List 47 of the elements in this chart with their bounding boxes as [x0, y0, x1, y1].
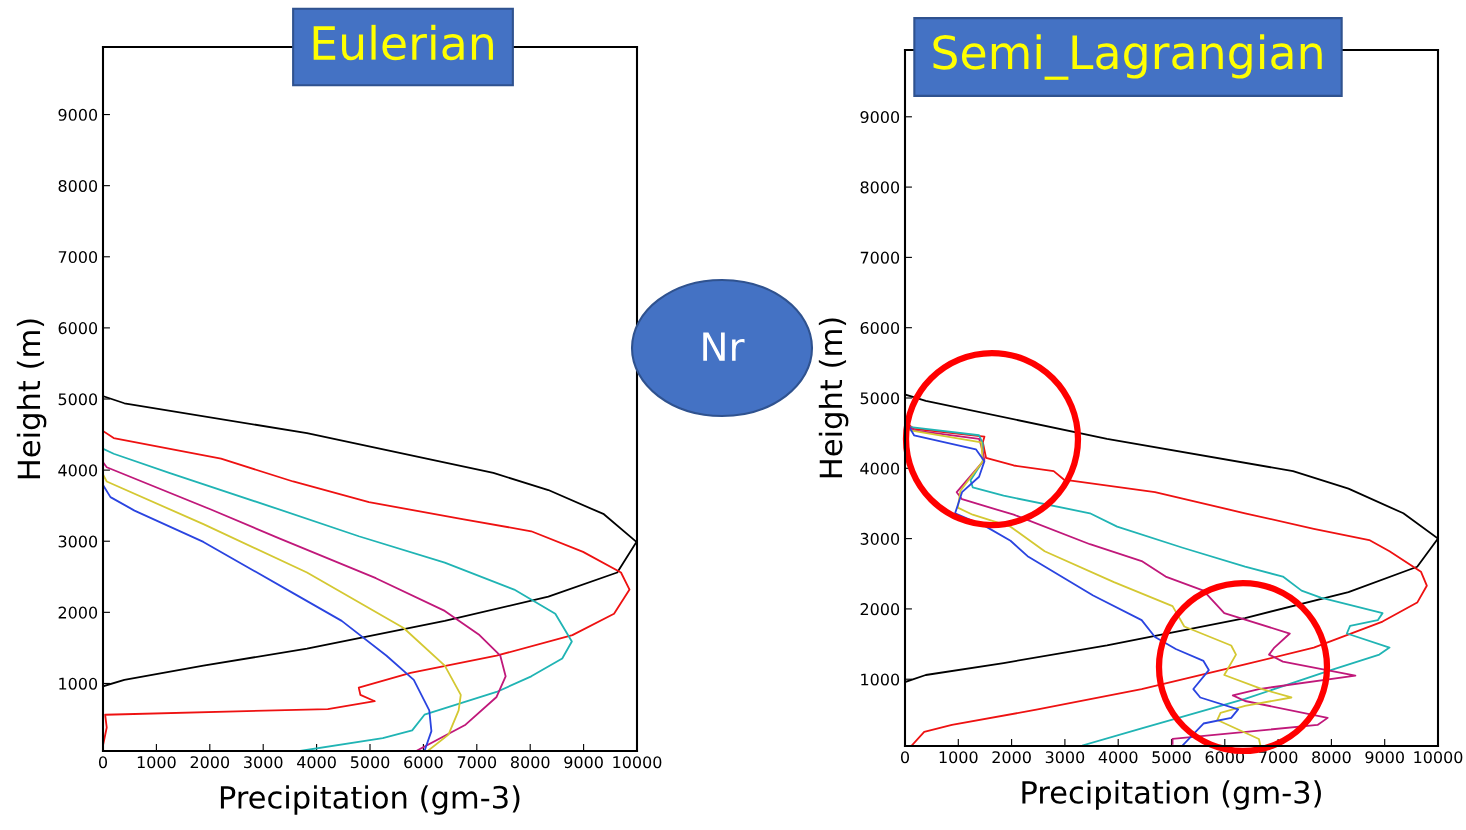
y-tick-label: 1000 — [861, 673, 900, 686]
y-tick-label: 2000 — [860, 603, 900, 616]
x-tick-label: 5000 — [350, 756, 390, 769]
y-axis-title: Height (m) — [16, 319, 47, 479]
y-tick-label: 5000 — [860, 392, 900, 405]
x-tick-label: 8000 — [510, 756, 550, 769]
x-tick-label: 0 — [900, 751, 910, 764]
y-axis-title: Height (m) — [818, 318, 849, 478]
x-axis-title: Precipitation (gm-3) — [220, 785, 520, 815]
x-tick-label: 1000 — [137, 756, 176, 769]
x-tick-label: 3000 — [1045, 751, 1085, 764]
x-tick-label: 8000 — [1312, 751, 1351, 764]
line-series — [103, 447, 573, 751]
y-tick-label: 6000 — [860, 321, 900, 334]
y-tick-label: 3000 — [58, 535, 98, 548]
y-tick-label: 5000 — [58, 393, 98, 406]
y-tick-label: 8000 — [860, 181, 900, 194]
y-tick-label: 2000 — [58, 606, 98, 619]
y-tick-label: 1000 — [59, 677, 98, 690]
x-tick-label: 4000 — [297, 756, 336, 769]
x-tick-label: 10000 — [1414, 751, 1463, 764]
chart-title: Eulerian — [313, 24, 493, 61]
x-tick-label: 7000 — [1259, 751, 1298, 764]
y-tick-label: 9000 — [860, 111, 900, 124]
x-tick-label: 6000 — [404, 756, 443, 769]
x-tick-label: 7000 — [457, 756, 497, 769]
y-tick-label: 8000 — [58, 179, 98, 192]
x-tick-label: 9000 — [564, 756, 603, 769]
y-tick-label: 3000 — [860, 532, 900, 545]
y-tick-label: 4000 — [58, 464, 98, 477]
x-tick-label: 4000 — [1098, 751, 1138, 764]
x-tick-label: 2000 — [992, 751, 1031, 764]
x-tick-label: 2000 — [190, 756, 230, 769]
x-tick-label: 10000 — [613, 756, 662, 769]
text: Nr — [703, 332, 745, 361]
y-tick-label: 4000 — [860, 462, 900, 475]
chart-title: Semi_Lagrangian — [933, 34, 1322, 80]
x-tick-label: 0 — [98, 756, 108, 769]
y-tick-label: 7000 — [860, 251, 900, 264]
x-tick-label: 1000 — [939, 751, 978, 764]
x-axis-title: Precipitation (gm-3) — [1022, 780, 1321, 810]
x-tick-label: 9000 — [1365, 751, 1404, 764]
y-tick-label: 9000 — [58, 108, 98, 121]
x-tick-label: 5000 — [1152, 751, 1191, 764]
y-tick-label: 6000 — [58, 322, 98, 335]
x-tick-label: 3000 — [244, 756, 283, 769]
y-tick-label: 7000 — [58, 250, 98, 264]
